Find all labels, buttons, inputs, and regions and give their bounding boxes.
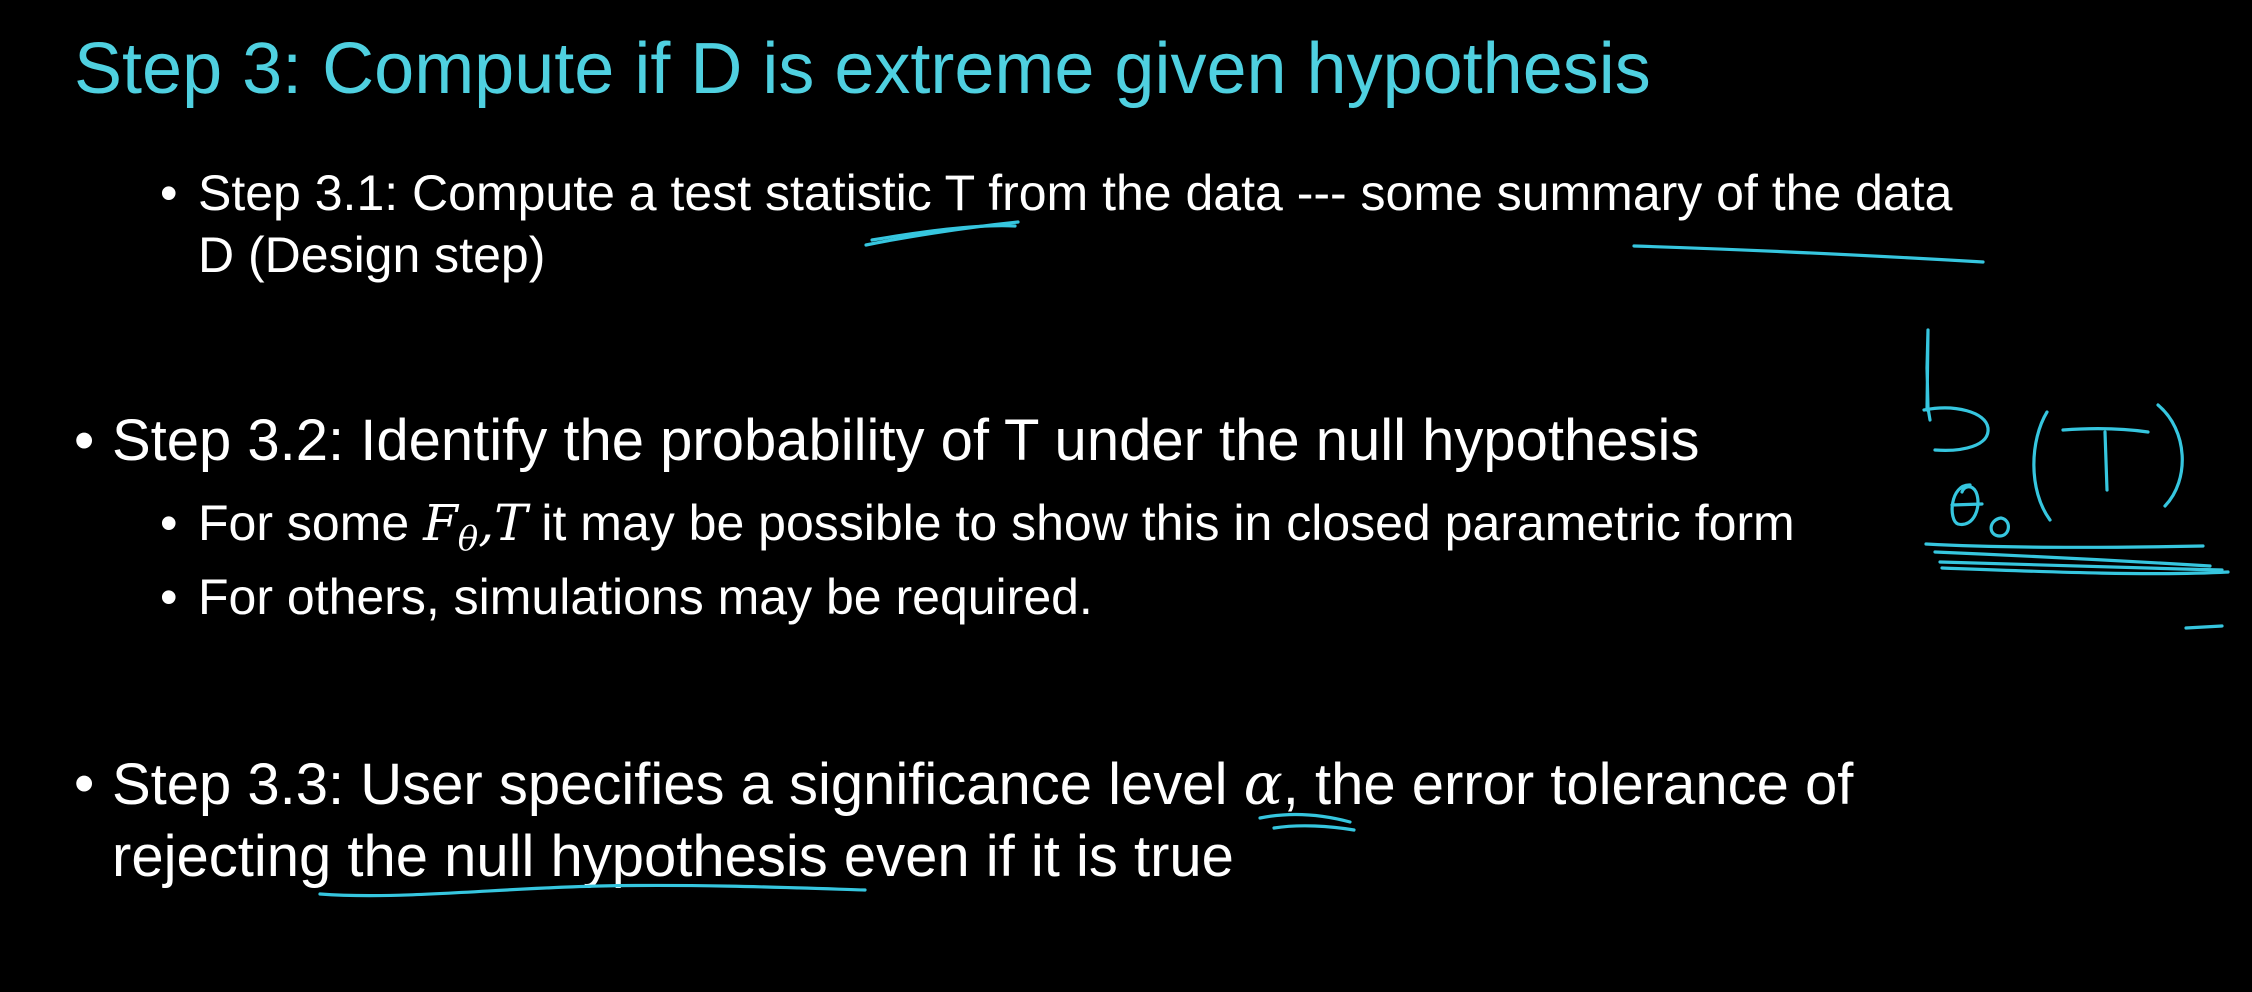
bullet-dot: • [160,569,178,625]
bullet-dot: • [74,751,95,816]
ink-scribble-2 [1933,550,2212,568]
math-f: F [423,494,458,552]
bullet-step-3-2-sub1: • For some Fθ,T it may be possible to sh… [160,492,1795,570]
bullet-step-3-3: • Step 3.3: User specifies a significanc… [74,748,1853,893]
ink-scribble-4 [1940,566,2230,576]
ink-letter-t-bar [2061,427,2150,434]
step-3-1-line1: Step 3.1: Compute a test statistic T fro… [198,165,1953,221]
step-3-3-line1: Step 3.3: User specifies a significance … [112,748,1853,821]
math-t: T [494,494,528,552]
math-comma: , [478,494,495,552]
step-3-2-sub1-text: For some Fθ,T it may be possible to show… [198,492,1795,570]
ink-open-paren [2032,410,2052,522]
bullet-step-3-2-sub2: • For others, simulations may be require… [160,566,1093,628]
ink-letter-p [1925,328,1932,422]
sub1-suffix: it may be possible to show this in close… [527,495,1795,551]
ink-dash [2184,624,2224,630]
step-3-1-line2: D (Design step) [198,227,546,283]
math-theta: θ [457,519,479,559]
step-3-3-prefix: Step 3.3: User specifies a significance … [112,752,1244,817]
ink-close-paren [2156,403,2184,508]
ink-letter-p-bowl [1922,406,1990,452]
step-3-3-suffix: , the error tolerance of [1282,752,1854,817]
math-alpha: α [1243,750,1283,818]
bullet-dot: • [160,495,178,551]
ink-letter-t-stem [2103,430,2109,492]
math-f-theta: Fθ,T [423,494,528,559]
ink-theta [1950,483,1984,526]
bullet-dot: • [160,165,178,221]
bullet-step-3-1: • Step 3.1: Compute a test statistic T f… [160,162,1953,286]
ink-scribble-1 [1924,542,2205,549]
slide-title: Step 3: Compute if D is extreme given hy… [74,29,1651,109]
bullet-step-3-2: • Step 3.2: Identify the probability of … [74,405,1700,477]
step-3-2-sub2-text: For others, simulations may be required. [198,569,1093,625]
step-3-3-line2: rejecting the null hypothesis even if it… [112,824,1234,889]
sub1-prefix: For some [198,495,424,551]
ink-scribble-3 [1938,560,2224,572]
step-3-2-text: Step 3.2: Identify the probability of T … [112,408,1700,473]
ink-zero [1989,516,2010,538]
bullet-dot: • [74,408,95,473]
